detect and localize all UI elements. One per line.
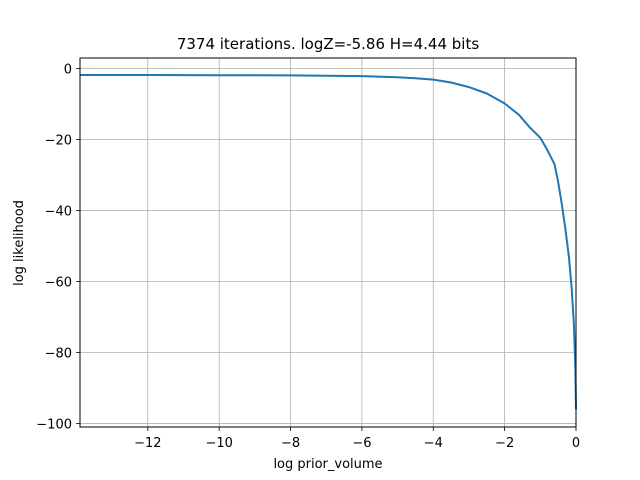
x-axis: −12 −10 −8 −6 −4 −2 0 xyxy=(134,427,580,451)
y-tick-label: −100 xyxy=(36,417,72,432)
x-tick-label: −6 xyxy=(352,436,371,451)
y-tick-label: −80 xyxy=(45,346,72,361)
x-tick-label: −12 xyxy=(134,436,161,451)
y-tick-label: −60 xyxy=(45,276,72,291)
y-axis-title: log likelihood xyxy=(12,200,27,286)
x-tick-label: −4 xyxy=(424,436,443,451)
series-line xyxy=(80,74,577,410)
x-tick-label: −2 xyxy=(495,436,514,451)
x-tick-label: −8 xyxy=(281,436,300,451)
chart-title: 7374 iterations. logZ=-5.86 H=4.44 bits xyxy=(177,35,480,53)
x-tick-label: 0 xyxy=(572,436,580,451)
y-tick-label: 0 xyxy=(64,63,72,78)
series-layer xyxy=(80,74,577,410)
y-tick-label: −20 xyxy=(45,134,72,149)
x-tick-label: −10 xyxy=(205,436,232,451)
plot-frame xyxy=(79,57,577,428)
x-axis-title: log prior_volume xyxy=(273,457,382,472)
y-axis: 0 −20 −40 −60 −80 −100 xyxy=(36,63,80,432)
y-tick-label: −40 xyxy=(45,205,72,220)
grid xyxy=(80,58,577,427)
